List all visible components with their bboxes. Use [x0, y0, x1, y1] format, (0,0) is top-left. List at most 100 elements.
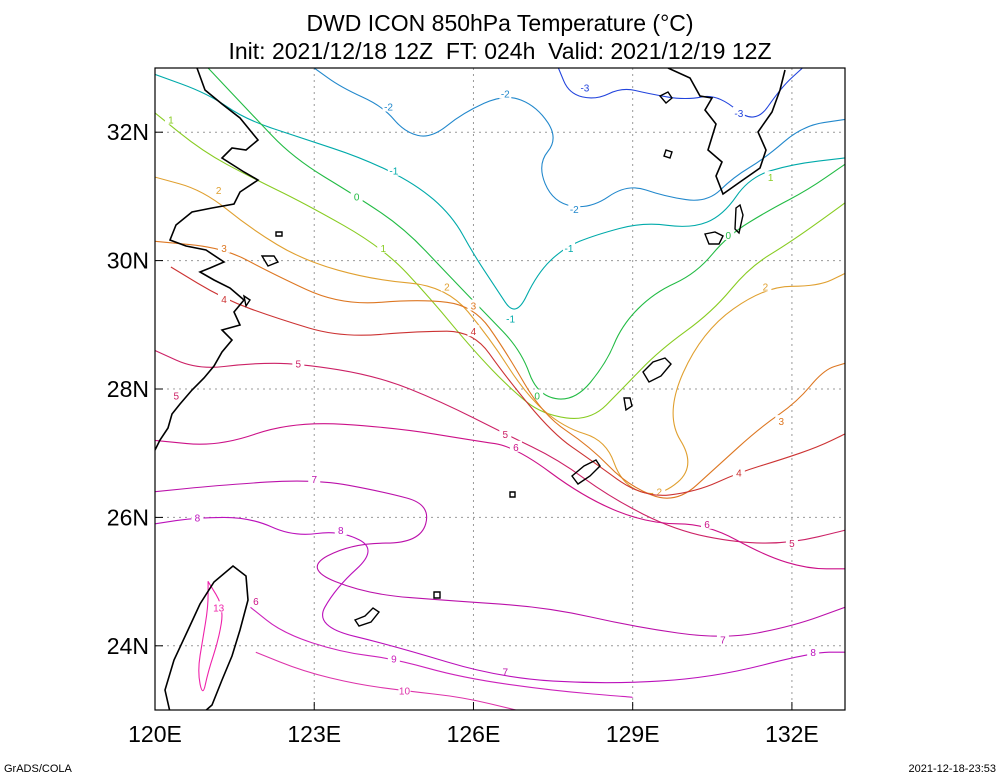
contour-line: [255, 651, 517, 710]
contour-label: 8: [810, 648, 816, 659]
contour-label: 2: [763, 282, 769, 293]
contour-label: 10: [399, 687, 411, 698]
contour-line: [155, 73, 845, 310]
contour-label: 4: [736, 468, 742, 479]
contour-label-bg: [807, 646, 820, 658]
contour-label: 1: [168, 115, 174, 126]
contour-label: -2: [384, 103, 393, 114]
okinawa-island: [571, 459, 601, 485]
contour-label: 3: [221, 244, 227, 255]
contour-label: 2: [656, 488, 662, 499]
contour-label-bg: [467, 299, 480, 311]
tick-label-lat: 28N: [107, 376, 149, 402]
contour-label-bg: [218, 293, 230, 305]
contour-label: -2: [570, 205, 579, 216]
contour-label-bg: [653, 485, 666, 497]
contour-label: -1: [389, 167, 398, 178]
contour-label: 4: [221, 295, 227, 306]
footer-software-label: GrADS/COLA: [4, 763, 72, 775]
contour-label: 3: [779, 417, 785, 428]
contour-label-bg: [499, 87, 512, 99]
contour-line: [155, 349, 845, 544]
miyako-islands: [433, 491, 516, 599]
contour-line: [207, 68, 845, 400]
contour-label-bg: [350, 190, 363, 202]
kyushu-coast: [667, 68, 786, 196]
tick-label-lon: 120E: [128, 721, 182, 747]
contour-label-bg: [722, 228, 735, 240]
contour-label: 7: [311, 475, 317, 486]
chart-title-line2: Init: 2021/12/18 12Z FT: 024h Valid: 202…: [228, 38, 772, 64]
contour-line: [557, 68, 804, 118]
axis-ticks: 120E 123E 126E 129E 132E 24N 26N 28N 30N 32N: [107, 119, 819, 747]
coastlines: [155, 68, 786, 710]
contour-label: 4: [471, 327, 477, 338]
contour-label: 0: [534, 391, 540, 402]
contour-label: 5: [503, 430, 509, 441]
contour-label-bg: [716, 633, 729, 645]
contour-label: 7: [720, 635, 726, 646]
contour-label-bg: [170, 389, 183, 401]
contour-label: -3: [734, 109, 743, 120]
contour-label: -1: [565, 244, 574, 255]
contour-label: 6: [253, 597, 259, 608]
footer-timestamp: 2021-12-18-23:53: [908, 763, 996, 775]
contour-label: 6: [513, 443, 519, 454]
contour-label-bg: [701, 517, 713, 529]
contour-label: 6: [704, 520, 710, 531]
contour-label: 2: [444, 282, 450, 293]
contour-label: 0: [354, 192, 360, 203]
contour-label: 7: [503, 667, 509, 678]
tick-label-lon: 123E: [287, 721, 341, 747]
contour-label: -3: [580, 83, 589, 94]
contour-label: -2: [501, 90, 510, 101]
contour-label: 8: [338, 526, 344, 537]
tick-label-lat: 26N: [107, 504, 149, 530]
contour-label-bg: [218, 241, 230, 253]
contour-label-bg: [531, 389, 544, 401]
contour-label: 1: [768, 173, 774, 184]
contour-label: 5: [789, 539, 795, 550]
zhoushan-islands: [242, 231, 283, 308]
contour-label-bg: [759, 280, 772, 292]
contour-line: [155, 423, 845, 570]
contour-label-bg: [249, 594, 262, 606]
contour-label-bg: [212, 601, 225, 613]
tick-label-lat: 30N: [107, 248, 149, 274]
tick-label-lon: 126E: [447, 721, 501, 747]
tokunoshima-island: [623, 397, 633, 412]
contour-label-bg: [764, 171, 777, 183]
contour-line: [250, 606, 634, 698]
tick-label-lat: 32N: [107, 119, 149, 145]
ishigaki-island: [353, 607, 381, 627]
contour-line: [313, 68, 845, 208]
contour-label-bg: [563, 241, 575, 253]
contour-label: 5: [173, 391, 179, 402]
contour-label-bg: [164, 113, 177, 125]
yakushima-island: [704, 231, 724, 245]
contour-label-bg: [387, 652, 400, 664]
contour-label-bg: [499, 665, 512, 677]
contour-label-bg: [504, 312, 517, 324]
taiwan-island: [164, 564, 249, 710]
tick-label-lat: 24N: [107, 633, 149, 659]
contour-label-bg: [308, 472, 321, 484]
contour-label-bg: [377, 241, 390, 253]
contour-label-bg: [499, 427, 512, 439]
contour-line: [170, 266, 845, 496]
tanegashima-island: [734, 203, 744, 235]
contour-label: 13: [213, 603, 225, 614]
contour-label: -1: [506, 314, 515, 325]
china-coastline: [155, 68, 260, 451]
contour-line: [155, 516, 845, 684]
tick-label-lon: 132E: [765, 721, 819, 747]
chart-title-line1: DWD ICON 850hPa Temperature (°C): [306, 10, 694, 36]
contour-label-bg: [578, 81, 591, 93]
contour-line: [155, 176, 845, 495]
contour-line: [198, 581, 223, 692]
contour-label: 5: [296, 359, 302, 370]
contour-label-bg: [785, 537, 798, 549]
contour-label: 2: [216, 186, 222, 197]
contour-label-bg: [212, 183, 225, 195]
